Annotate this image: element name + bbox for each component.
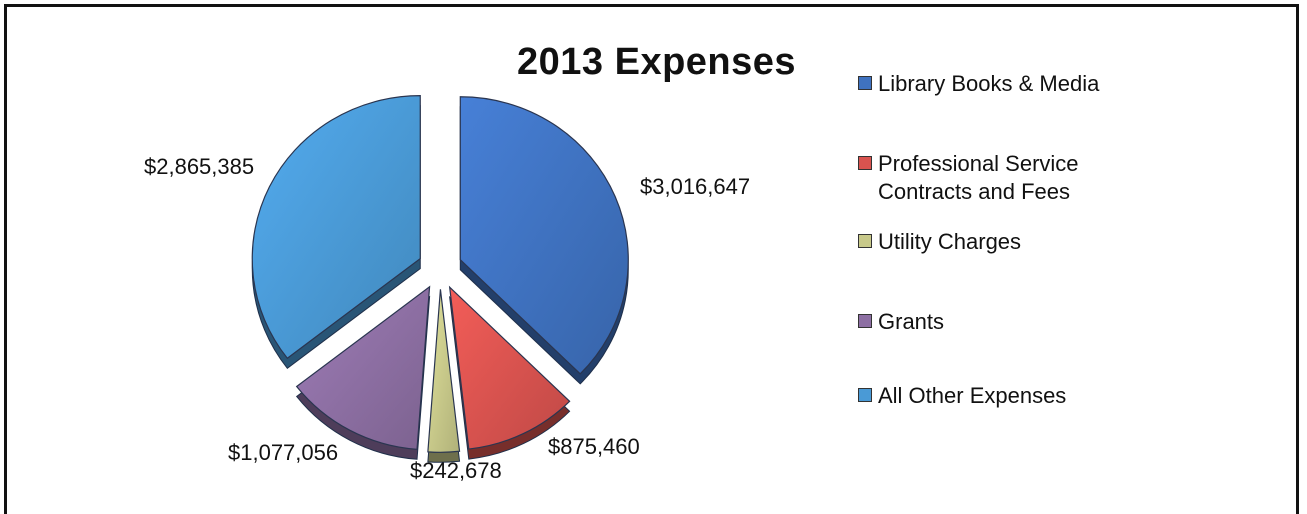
legend-label-professional-service-line2: Contracts and Fees <box>878 179 1070 204</box>
slice-label-all-other: $2,865,385 <box>144 154 255 179</box>
legend-swatch-professional-service <box>858 156 872 170</box>
pie-slice-2 <box>427 289 461 453</box>
chart-frame: 2013 Expenses <box>4 4 1299 514</box>
slice-label-grants: $1,077,056 <box>228 440 339 465</box>
legend-label-library-books: Library Books & Media <box>878 71 1100 96</box>
legend-label-utility-charges: Utility Charges <box>878 229 1022 254</box>
legend-label-all-other: All Other Expenses <box>878 383 1067 408</box>
chart-title: 2013 Expenses <box>517 41 797 83</box>
slice-label-library-books: $3,016,647 <box>640 174 751 199</box>
pie-slice-0 <box>459 96 629 375</box>
legend-swatch-grants <box>858 314 872 328</box>
pie-slice-3 <box>295 285 431 450</box>
legend-label-grants: Grants <box>878 309 945 334</box>
pie-slice-4 <box>251 95 421 360</box>
legend-label-professional-service: Professional Service <box>878 151 1079 176</box>
slice-label-professional-service: $875,460 <box>548 434 640 459</box>
slice-label-utility-charges: $242,678 <box>410 458 502 483</box>
legend-swatch-all-other <box>858 388 872 402</box>
pie-slice-1 <box>448 285 571 450</box>
legend-swatch-utility-charges <box>858 234 872 248</box>
legend-swatch-library-books <box>858 76 872 90</box>
